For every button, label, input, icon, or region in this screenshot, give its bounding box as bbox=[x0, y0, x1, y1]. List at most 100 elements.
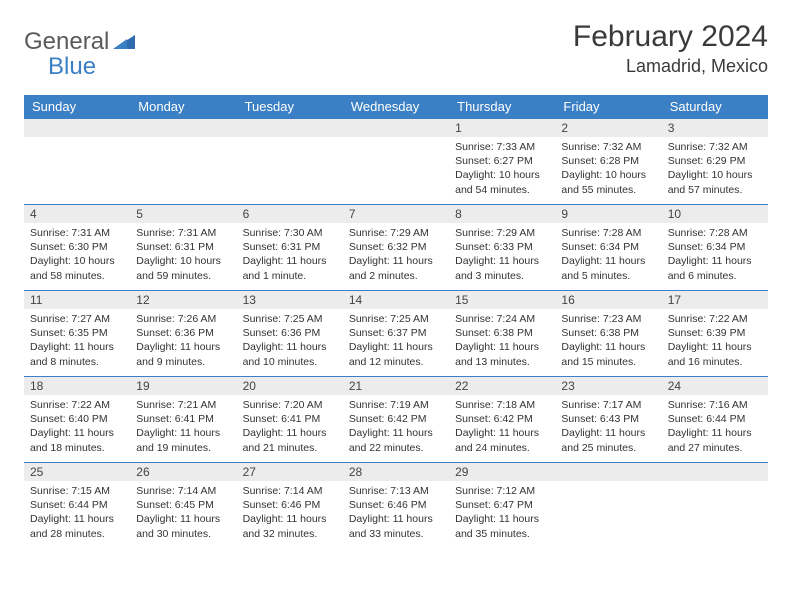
calendar-day-cell bbox=[130, 119, 236, 205]
sunset-text: Sunset: 6:32 PM bbox=[349, 240, 443, 254]
day-number: 26 bbox=[130, 463, 236, 481]
sunset-text: Sunset: 6:44 PM bbox=[668, 412, 762, 426]
sunset-text: Sunset: 6:42 PM bbox=[349, 412, 443, 426]
logo-triangle-icon bbox=[113, 33, 135, 54]
sunrise-text: Sunrise: 7:22 AM bbox=[668, 312, 762, 326]
calendar-day-cell: 23Sunrise: 7:17 AMSunset: 6:43 PMDayligh… bbox=[555, 377, 661, 463]
day-number: 19 bbox=[130, 377, 236, 395]
sunrise-text: Sunrise: 7:31 AM bbox=[136, 226, 230, 240]
daylight-text-1: Daylight: 11 hours bbox=[243, 340, 337, 354]
day-number: 1 bbox=[449, 119, 555, 137]
calendar-day-cell: 10Sunrise: 7:28 AMSunset: 6:34 PMDayligh… bbox=[662, 205, 768, 291]
day-number: 15 bbox=[449, 291, 555, 309]
daylight-text-1: Daylight: 11 hours bbox=[30, 426, 124, 440]
day-number bbox=[555, 463, 661, 481]
logo-text-blue: Blue bbox=[48, 53, 96, 81]
day-details: Sunrise: 7:27 AMSunset: 6:35 PMDaylight:… bbox=[24, 309, 130, 373]
day-details: Sunrise: 7:17 AMSunset: 6:43 PMDaylight:… bbox=[555, 395, 661, 459]
sunset-text: Sunset: 6:36 PM bbox=[136, 326, 230, 340]
calendar-week-row: 4Sunrise: 7:31 AMSunset: 6:30 PMDaylight… bbox=[24, 205, 768, 291]
sunrise-text: Sunrise: 7:23 AM bbox=[561, 312, 655, 326]
weekday-header: Monday bbox=[130, 95, 236, 119]
day-details: Sunrise: 7:29 AMSunset: 6:32 PMDaylight:… bbox=[343, 223, 449, 287]
sunset-text: Sunset: 6:40 PM bbox=[30, 412, 124, 426]
day-details: Sunrise: 7:25 AMSunset: 6:37 PMDaylight:… bbox=[343, 309, 449, 373]
sunrise-text: Sunrise: 7:22 AM bbox=[30, 398, 124, 412]
calendar-header-row: Sunday Monday Tuesday Wednesday Thursday… bbox=[24, 95, 768, 119]
daylight-text-2: and 16 minutes. bbox=[668, 355, 762, 369]
daylight-text-1: Daylight: 11 hours bbox=[30, 340, 124, 354]
sunset-text: Sunset: 6:34 PM bbox=[668, 240, 762, 254]
day-details: Sunrise: 7:14 AMSunset: 6:46 PMDaylight:… bbox=[237, 481, 343, 545]
sunrise-text: Sunrise: 7:16 AM bbox=[668, 398, 762, 412]
calendar-day-cell bbox=[343, 119, 449, 205]
sunrise-text: Sunrise: 7:28 AM bbox=[561, 226, 655, 240]
sunrise-text: Sunrise: 7:18 AM bbox=[455, 398, 549, 412]
daylight-text-1: Daylight: 11 hours bbox=[349, 340, 443, 354]
weekday-header: Friday bbox=[555, 95, 661, 119]
day-details: Sunrise: 7:33 AMSunset: 6:27 PMDaylight:… bbox=[449, 137, 555, 201]
daylight-text-2: and 32 minutes. bbox=[243, 527, 337, 541]
sunset-text: Sunset: 6:41 PM bbox=[243, 412, 337, 426]
sunrise-text: Sunrise: 7:32 AM bbox=[668, 140, 762, 154]
day-details: Sunrise: 7:28 AMSunset: 6:34 PMDaylight:… bbox=[662, 223, 768, 287]
daylight-text-2: and 27 minutes. bbox=[668, 441, 762, 455]
daylight-text-2: and 21 minutes. bbox=[243, 441, 337, 455]
daylight-text-1: Daylight: 11 hours bbox=[136, 426, 230, 440]
day-number: 9 bbox=[555, 205, 661, 223]
sunset-text: Sunset: 6:45 PM bbox=[136, 498, 230, 512]
title-block: February 2024 Lamadrid, Mexico bbox=[573, 20, 768, 77]
daylight-text-2: and 15 minutes. bbox=[561, 355, 655, 369]
sunrise-text: Sunrise: 7:20 AM bbox=[243, 398, 337, 412]
sunset-text: Sunset: 6:31 PM bbox=[136, 240, 230, 254]
sunrise-text: Sunrise: 7:24 AM bbox=[455, 312, 549, 326]
day-number bbox=[130, 119, 236, 137]
sunrise-text: Sunrise: 7:12 AM bbox=[455, 484, 549, 498]
day-details: Sunrise: 7:22 AMSunset: 6:39 PMDaylight:… bbox=[662, 309, 768, 373]
calendar-day-cell: 25Sunrise: 7:15 AMSunset: 6:44 PMDayligh… bbox=[24, 463, 130, 549]
daylight-text-1: Daylight: 11 hours bbox=[455, 254, 549, 268]
day-details: Sunrise: 7:14 AMSunset: 6:45 PMDaylight:… bbox=[130, 481, 236, 545]
day-details: Sunrise: 7:15 AMSunset: 6:44 PMDaylight:… bbox=[24, 481, 130, 545]
sunset-text: Sunset: 6:42 PM bbox=[455, 412, 549, 426]
daylight-text-2: and 18 minutes. bbox=[30, 441, 124, 455]
daylight-text-2: and 12 minutes. bbox=[349, 355, 443, 369]
day-number: 12 bbox=[130, 291, 236, 309]
sunset-text: Sunset: 6:44 PM bbox=[30, 498, 124, 512]
day-details: Sunrise: 7:28 AMSunset: 6:34 PMDaylight:… bbox=[555, 223, 661, 287]
daylight-text-1: Daylight: 11 hours bbox=[455, 512, 549, 526]
calendar-day-cell: 26Sunrise: 7:14 AMSunset: 6:45 PMDayligh… bbox=[130, 463, 236, 549]
day-details: Sunrise: 7:22 AMSunset: 6:40 PMDaylight:… bbox=[24, 395, 130, 459]
sunrise-text: Sunrise: 7:29 AM bbox=[349, 226, 443, 240]
weekday-header: Sunday bbox=[24, 95, 130, 119]
sunset-text: Sunset: 6:39 PM bbox=[668, 326, 762, 340]
daylight-text-1: Daylight: 10 hours bbox=[455, 168, 549, 182]
calendar-day-cell: 17Sunrise: 7:22 AMSunset: 6:39 PMDayligh… bbox=[662, 291, 768, 377]
calendar-day-cell: 11Sunrise: 7:27 AMSunset: 6:35 PMDayligh… bbox=[24, 291, 130, 377]
day-details: Sunrise: 7:29 AMSunset: 6:33 PMDaylight:… bbox=[449, 223, 555, 287]
day-number: 25 bbox=[24, 463, 130, 481]
calendar-day-cell: 27Sunrise: 7:14 AMSunset: 6:46 PMDayligh… bbox=[237, 463, 343, 549]
calendar-day-cell: 21Sunrise: 7:19 AMSunset: 6:42 PMDayligh… bbox=[343, 377, 449, 463]
sunrise-text: Sunrise: 7:17 AM bbox=[561, 398, 655, 412]
day-number bbox=[24, 119, 130, 137]
daylight-text-1: Daylight: 11 hours bbox=[668, 340, 762, 354]
day-number: 4 bbox=[24, 205, 130, 223]
calendar-week-row: 25Sunrise: 7:15 AMSunset: 6:44 PMDayligh… bbox=[24, 463, 768, 549]
day-number bbox=[237, 119, 343, 137]
calendar-day-cell: 24Sunrise: 7:16 AMSunset: 6:44 PMDayligh… bbox=[662, 377, 768, 463]
day-number: 18 bbox=[24, 377, 130, 395]
day-details: Sunrise: 7:23 AMSunset: 6:38 PMDaylight:… bbox=[555, 309, 661, 373]
day-number bbox=[662, 463, 768, 481]
weekday-header: Tuesday bbox=[237, 95, 343, 119]
daylight-text-1: Daylight: 11 hours bbox=[243, 512, 337, 526]
month-title: February 2024 bbox=[573, 20, 768, 54]
day-number: 10 bbox=[662, 205, 768, 223]
day-number: 7 bbox=[343, 205, 449, 223]
daylight-text-2: and 55 minutes. bbox=[561, 183, 655, 197]
daylight-text-2: and 35 minutes. bbox=[455, 527, 549, 541]
calendar-week-row: 1Sunrise: 7:33 AMSunset: 6:27 PMDaylight… bbox=[24, 119, 768, 205]
daylight-text-2: and 9 minutes. bbox=[136, 355, 230, 369]
daylight-text-2: and 19 minutes. bbox=[136, 441, 230, 455]
sunset-text: Sunset: 6:41 PM bbox=[136, 412, 230, 426]
